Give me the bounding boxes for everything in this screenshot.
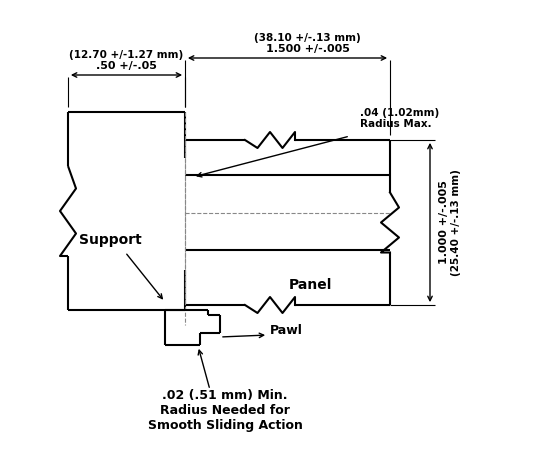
Text: .50 +/-.05: .50 +/-.05	[96, 61, 157, 71]
Text: Support: Support	[79, 233, 141, 247]
Text: Panel: Panel	[288, 278, 332, 292]
Text: .04 (1.02mm): .04 (1.02mm)	[360, 108, 439, 118]
Text: .02 (.51 mm) Min.: .02 (.51 mm) Min.	[162, 388, 288, 402]
Text: (38.10 +/-.13 mm): (38.10 +/-.13 mm)	[254, 33, 361, 43]
Text: 1.000 +/-.005: 1.000 +/-.005	[439, 181, 449, 264]
Text: Radius Max.: Radius Max.	[360, 119, 431, 129]
Text: Pawl: Pawl	[270, 323, 303, 336]
Text: Radius Needed for: Radius Needed for	[160, 403, 290, 417]
Text: (25.40 +/-.13 mm): (25.40 +/-.13 mm)	[451, 169, 461, 276]
Text: Smooth Sliding Action: Smooth Sliding Action	[147, 418, 302, 431]
Text: 1.500 +/-.005: 1.500 +/-.005	[266, 44, 349, 54]
Text: (12.70 +/-1.27 mm): (12.70 +/-1.27 mm)	[69, 50, 184, 60]
